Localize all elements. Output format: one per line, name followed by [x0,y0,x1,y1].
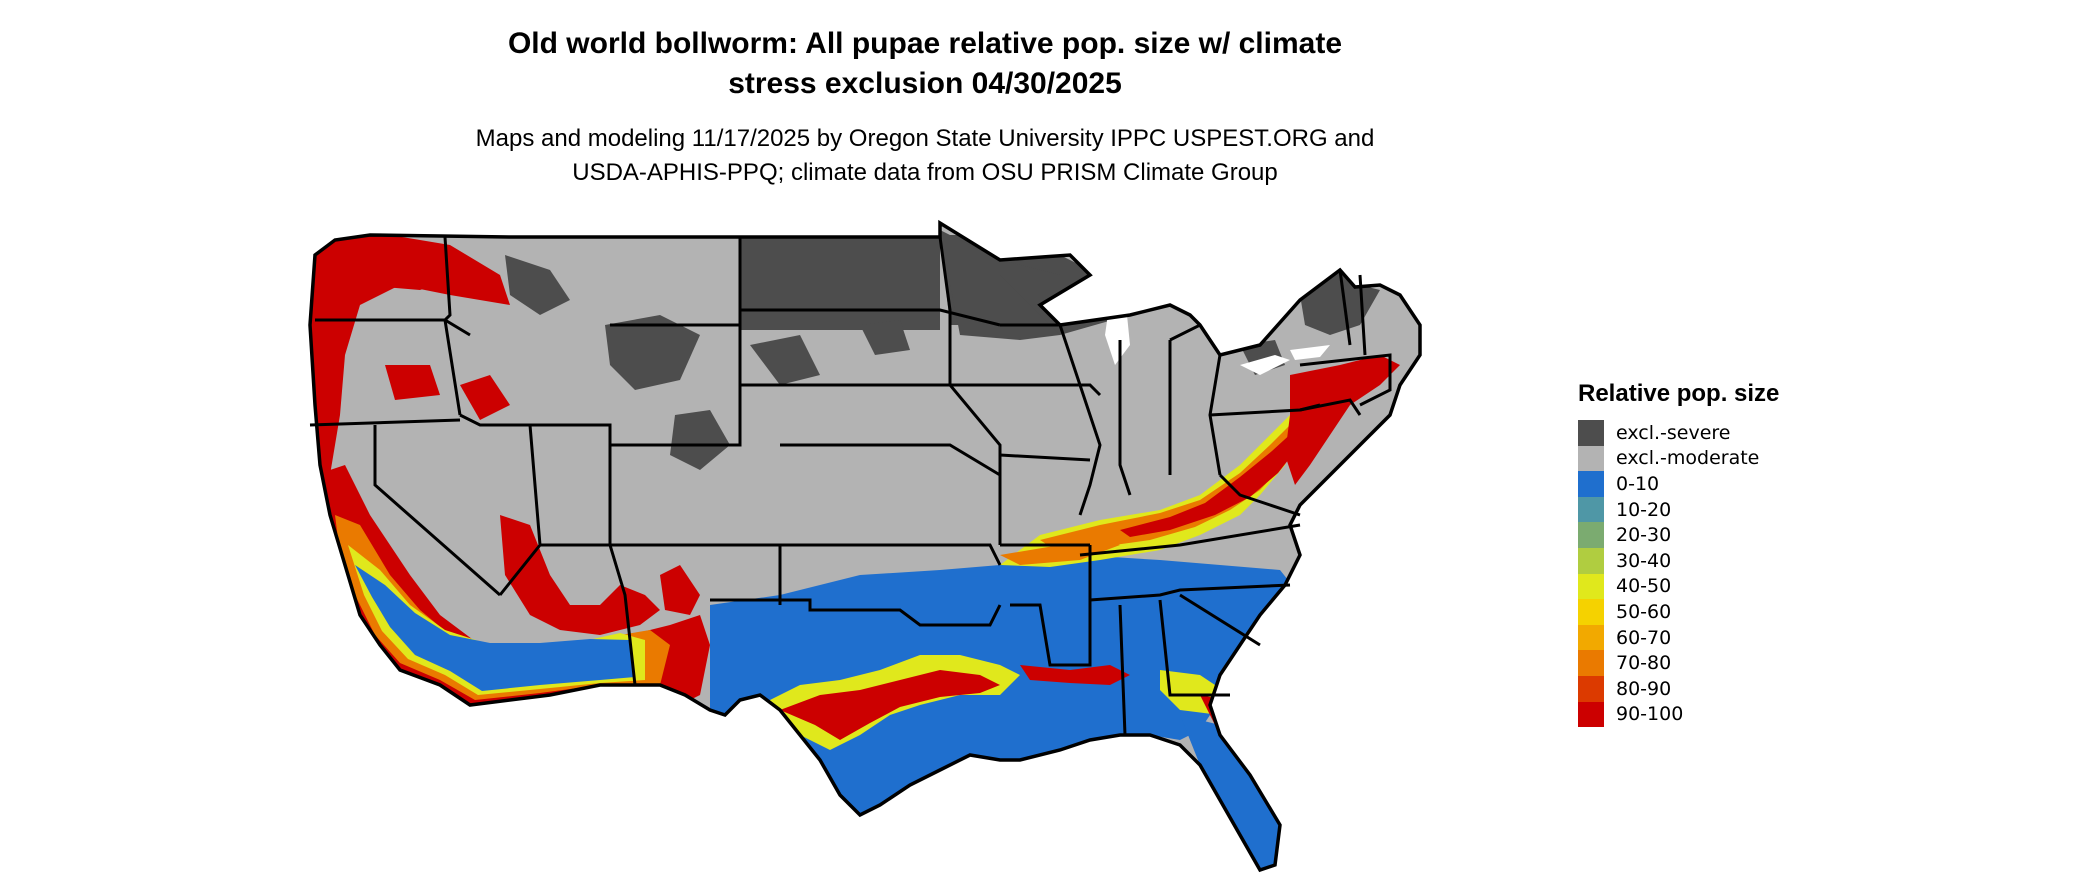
map-title: Old world bollworm: All pupae relative p… [0,24,1850,104]
legend-swatch [1578,573,1604,600]
legend-swatch [1578,624,1604,651]
legend-item: 50-60 [1578,599,1779,625]
legend-label: excl.-severe [1616,421,1731,444]
legend-swatch [1578,599,1604,625]
legend-item: 40-50 [1578,573,1779,600]
legend-label: 50-60 [1616,600,1672,623]
legend-label: 40-50 [1616,575,1672,598]
legend-item: 60-70 [1578,624,1779,651]
title-line-2: stress exclusion 04/30/2025 [728,67,1122,100]
legend-label: 70-80 [1616,652,1672,675]
legend-item: excl.-moderate [1578,445,1779,472]
legend-swatch [1578,675,1604,702]
legend-item: 90-100 [1578,701,1779,728]
legend-label: 90-100 [1616,703,1684,726]
legend-item: 0-10 [1578,471,1779,497]
legend-item: 20-30 [1578,522,1779,548]
legend-label: 0-10 [1616,472,1660,495]
legend-swatch [1578,701,1604,728]
legend-swatch [1578,650,1604,676]
subtitle-line-2: USDA-APHIS-PPQ; climate data from OSU PR… [572,159,1278,186]
legend-items: excl.-severe excl.-moderate 0-10 10-20 20-30… [1578,420,1779,728]
title-line-1: Old world bollworm: All pupae relative p… [507,27,1343,60]
legend-label: 20-30 [1616,524,1672,547]
legend-swatch [1578,420,1604,446]
legend-label: 60-70 [1616,626,1672,649]
legend-item: 80-90 [1578,675,1779,702]
legend-swatch [1578,471,1604,497]
map-subtitle: Maps and modeling 11/17/2025 by Oregon S… [0,122,1850,190]
legend-label: 80-90 [1616,677,1672,700]
legend-label: 30-40 [1616,549,1672,572]
legend-item: 30-40 [1578,547,1779,574]
legend: Relative pop. size excl.-severe excl.-mod… [1578,380,1780,728]
subtitle-line-1: Maps and modeling 11/17/2025 by Oregon S… [475,125,1375,152]
legend-title: Relative pop. size [1578,380,1780,407]
legend-item: 70-80 [1578,650,1779,676]
legend-swatch [1578,496,1604,523]
legend-swatch [1578,547,1604,574]
legend-swatch [1578,522,1604,548]
legend-swatch [1578,445,1604,472]
legend-label: excl.-moderate [1616,447,1760,470]
legend-item: excl.-severe [1578,420,1779,446]
legend-item: 10-20 [1578,496,1779,523]
us-map [308,219,1422,873]
legend-label: 10-20 [1616,498,1672,521]
